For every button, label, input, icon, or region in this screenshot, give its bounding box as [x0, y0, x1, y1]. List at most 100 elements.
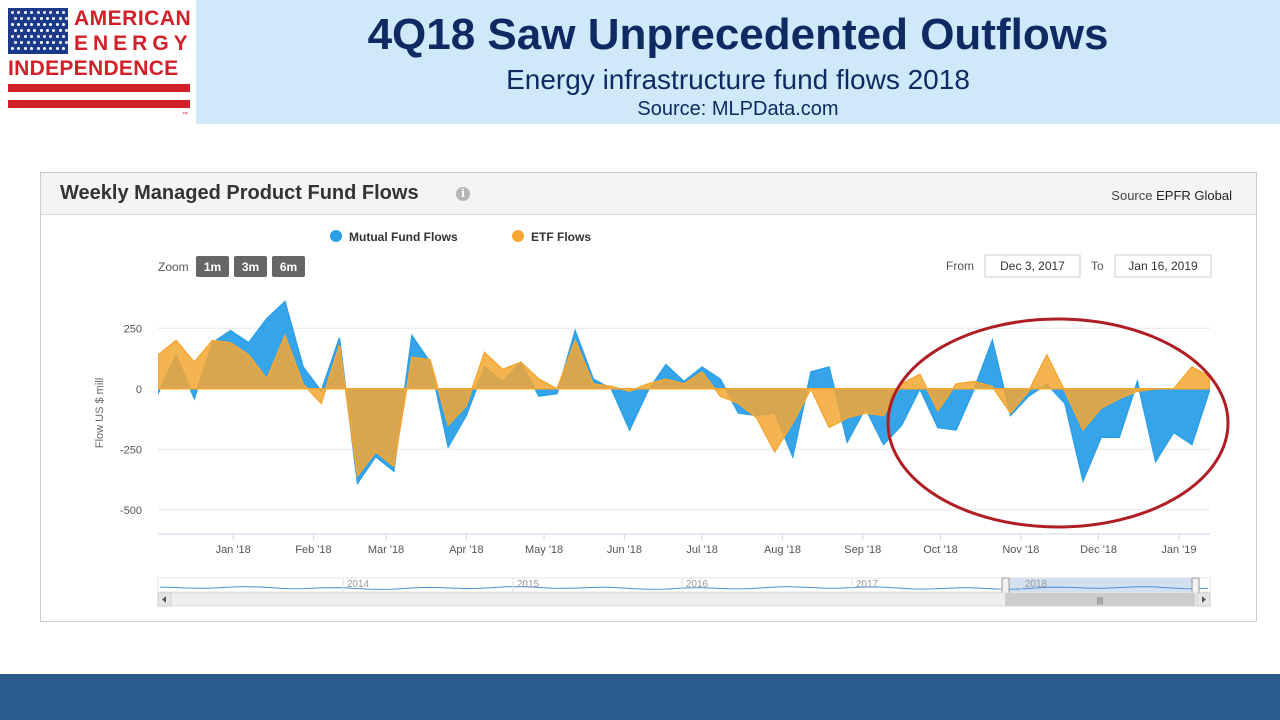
y-axis-ticks: 250 0 -250 -500	[120, 323, 142, 517]
zoom-1m-button[interactable]	[196, 256, 229, 277]
flag-star-icon	[36, 11, 40, 14]
zoom-6m-button[interactable]	[272, 256, 305, 277]
flag-star-icon	[30, 35, 34, 38]
x-tick-label: Oct '18	[923, 544, 958, 556]
flag-star-icon	[43, 47, 46, 50]
flag-star-icon	[46, 29, 49, 32]
flag-star-icon	[65, 29, 68, 32]
highlight-circle	[886, 317, 1230, 529]
arrow-right-icon[interactable]	[1202, 596, 1206, 603]
logo-stripe	[8, 84, 190, 92]
flag-star-icon	[17, 11, 21, 14]
flag-star-icon	[58, 17, 62, 20]
flag-star-icon	[49, 11, 53, 14]
info-icon[interactable]: i	[456, 187, 470, 201]
x-tick-label: Jan '18	[216, 544, 251, 556]
x-tick-label: Mar '18	[368, 544, 404, 556]
flag-star-icon	[36, 23, 40, 26]
zoom-3m-button[interactable]	[234, 256, 267, 277]
flag-star-icon	[52, 29, 56, 32]
header-band	[196, 0, 1280, 124]
x-tick-label: Jun '18	[607, 544, 642, 556]
panel-source: Source EPFR Global	[1111, 188, 1232, 203]
footer-band	[0, 674, 1280, 720]
from-date-value[interactable]: Dec 3, 2017	[1000, 259, 1065, 273]
legend-mutual-label[interactable]: Mutual Fund Flows	[349, 230, 458, 244]
navigator-scrollbar-thumb[interactable]	[1005, 593, 1195, 606]
flag-star-icon	[65, 41, 68, 44]
flag-star-icon	[11, 35, 14, 38]
from-date-input[interactable]	[984, 254, 1081, 278]
flag-star-icon	[43, 11, 46, 14]
flag-star-icon	[30, 11, 34, 14]
flag-star-icon	[46, 17, 49, 20]
flag-star-icon	[58, 29, 62, 32]
x-axis-ticks: Jan '18 Feb '18 Mar '18 Apr '18 May '18 Jun '…	[216, 534, 1196, 556]
y-tick-label: 250	[124, 323, 142, 335]
legend-etf-marker[interactable]	[512, 230, 524, 242]
x-tick-label: Dec '18	[1080, 544, 1117, 556]
series-etf-flows-area	[158, 333, 1210, 478]
flag-star-icon	[62, 11, 66, 14]
navigator-series-line	[159, 586, 1209, 590]
to-label: To	[1091, 259, 1104, 273]
flag-star-icon	[52, 17, 56, 20]
flag-star-icon	[49, 23, 53, 26]
logo-line-3: INDEPENDENCE	[8, 57, 179, 80]
panel-header: Weekly Managed Product Fund Flows i Sour…	[41, 173, 1256, 215]
flag-star-icon	[11, 23, 14, 26]
flag-star-icon	[62, 35, 66, 38]
flag-star-icon	[23, 11, 27, 14]
slide-subtitle: Energy infrastructure fund flows 2018	[506, 64, 970, 95]
panel-source-label: Source	[1111, 188, 1153, 203]
navigator-selection[interactable]	[1005, 578, 1195, 592]
navigator-year-label: 2015	[517, 579, 540, 590]
navigator-left-handle[interactable]	[1001, 577, 1010, 594]
logo-stripe	[8, 100, 190, 108]
zoom-3m-label[interactable]: 3m	[242, 260, 259, 274]
flag-star-icon	[55, 47, 59, 50]
flag-star-icon	[14, 41, 17, 44]
to-date-value[interactable]: Jan 16, 2019	[1128, 259, 1198, 273]
y-tick-label: 0	[136, 384, 142, 396]
flag-star-icon	[14, 29, 17, 32]
from-label: From	[946, 259, 974, 273]
flag-star-icon	[30, 23, 34, 26]
flag-star-icon	[11, 11, 14, 14]
flag-star-icon	[49, 35, 53, 38]
x-tick-label: May '18	[525, 544, 563, 556]
logo-line-2: ENERGY	[74, 32, 193, 55]
navigator[interactable]: 2014 2015 2016 2017 2018 |||	[157, 577, 1211, 607]
zoom-6m-label[interactable]: 6m	[280, 260, 297, 274]
flag-star-icon	[49, 47, 53, 50]
flag-star-icon	[20, 41, 24, 44]
legend-mutual-marker[interactable]	[330, 230, 342, 242]
zoom-label: Zoom	[158, 260, 189, 274]
legend-etf-label[interactable]: ETF Flows	[531, 230, 591, 244]
y-tick-label: -250	[120, 444, 142, 456]
arrow-left-icon[interactable]	[162, 596, 166, 603]
flag-star-icon	[62, 47, 66, 50]
flag-star-icon	[55, 11, 59, 14]
flag-star-icon	[33, 17, 37, 20]
flag-star-icon	[23, 47, 27, 50]
flag-star-icon	[23, 35, 27, 38]
y-axis-label: Flow US $ mill	[94, 378, 106, 448]
navigator-year-label: 2016	[686, 579, 709, 590]
navigator-right-handle[interactable]	[1191, 577, 1200, 594]
flag-star-icon	[65, 17, 68, 20]
flag-star-icon	[26, 29, 30, 32]
flag-star-icon	[55, 35, 59, 38]
scrollbar-grip-icon[interactable]: |||	[1097, 596, 1103, 605]
panel-source-value: EPFR Global	[1156, 188, 1232, 203]
zoom-1m-label[interactable]: 1m	[204, 260, 221, 274]
flag-star-icon	[39, 41, 43, 44]
flag-icon	[8, 8, 68, 54]
x-tick-label: Sep '18	[844, 544, 881, 556]
x-tick-label: Nov '18	[1002, 544, 1039, 556]
flag-star-icon	[23, 23, 27, 26]
flag-star-icon	[39, 29, 43, 32]
to-date-input[interactable]	[1114, 254, 1212, 278]
grid-lines	[158, 327, 1210, 511]
navigator-year-label: 2017	[856, 579, 879, 590]
